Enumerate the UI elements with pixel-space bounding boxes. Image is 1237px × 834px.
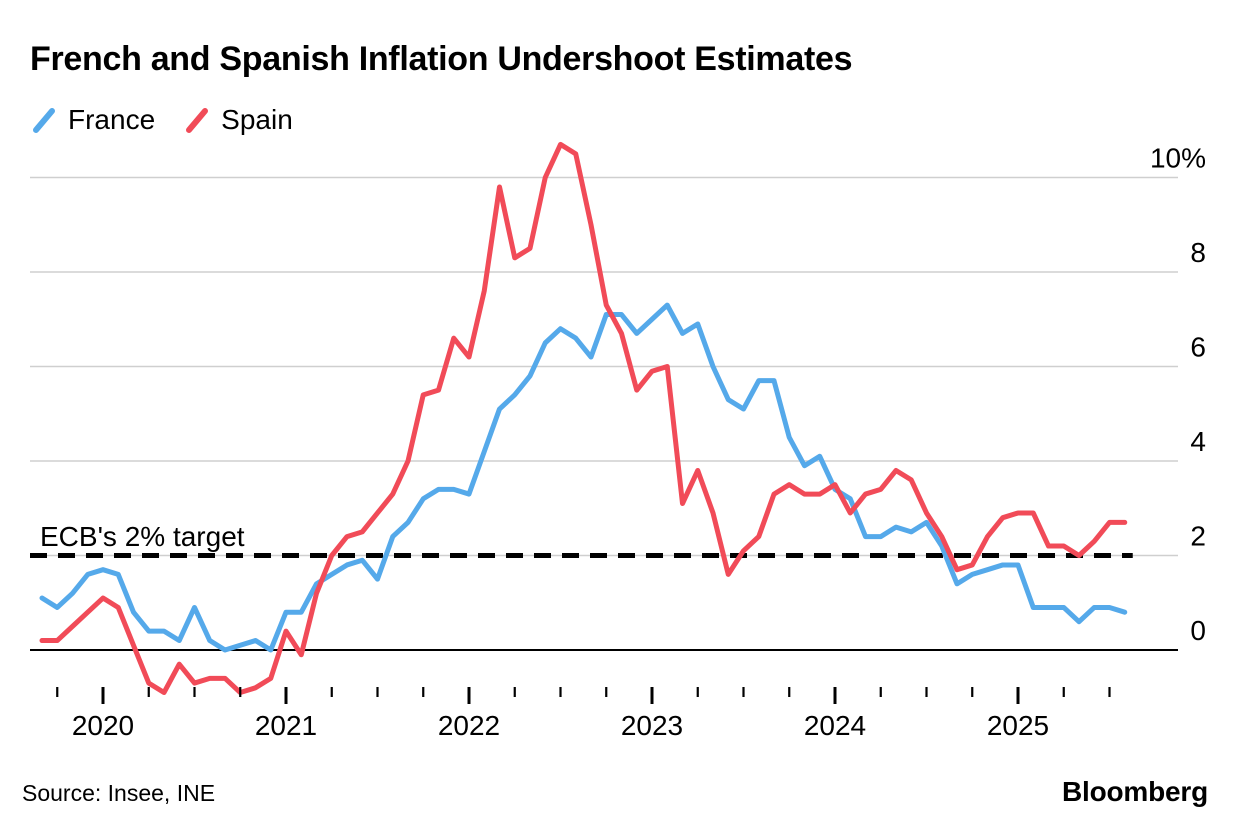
y-axis-label: 10% <box>1150 143 1206 174</box>
x-axis-year-label: 2022 <box>438 710 500 741</box>
y-axis-label: 4 <box>1190 426 1206 457</box>
ecb-target-annotation: ECB's 2% target <box>40 521 245 552</box>
x-axis-year-label: 2024 <box>804 710 866 741</box>
x-axis-year-label: 2020 <box>72 710 134 741</box>
spain-line-swatch-icon <box>186 108 209 133</box>
x-axis-year-label: 2023 <box>621 710 683 741</box>
chart-title: French and Spanish Inflation Undershoot … <box>30 40 853 78</box>
legend: France Spain <box>32 104 293 136</box>
y-axis-label: 0 <box>1190 615 1206 646</box>
spain-line <box>39 141 1128 696</box>
legend-label-france: France <box>68 104 156 135</box>
legend-item-spain: Spain <box>185 104 293 136</box>
legend-item-france: France <box>32 104 155 136</box>
legend-label-spain: Spain <box>221 104 293 135</box>
bloomberg-logo: Bloomberg <box>1062 776 1208 807</box>
y-axis-label: 8 <box>1190 237 1206 268</box>
source-note: Source: Insee, INE <box>22 780 216 806</box>
y-axis-label: 6 <box>1190 332 1206 363</box>
x-axis-year-label: 2021 <box>255 710 317 741</box>
france-line-swatch-icon <box>33 108 55 133</box>
france-line <box>39 302 1128 653</box>
x-axis-year-label: 2025 <box>987 710 1049 741</box>
y-axis-label: 2 <box>1190 521 1206 552</box>
